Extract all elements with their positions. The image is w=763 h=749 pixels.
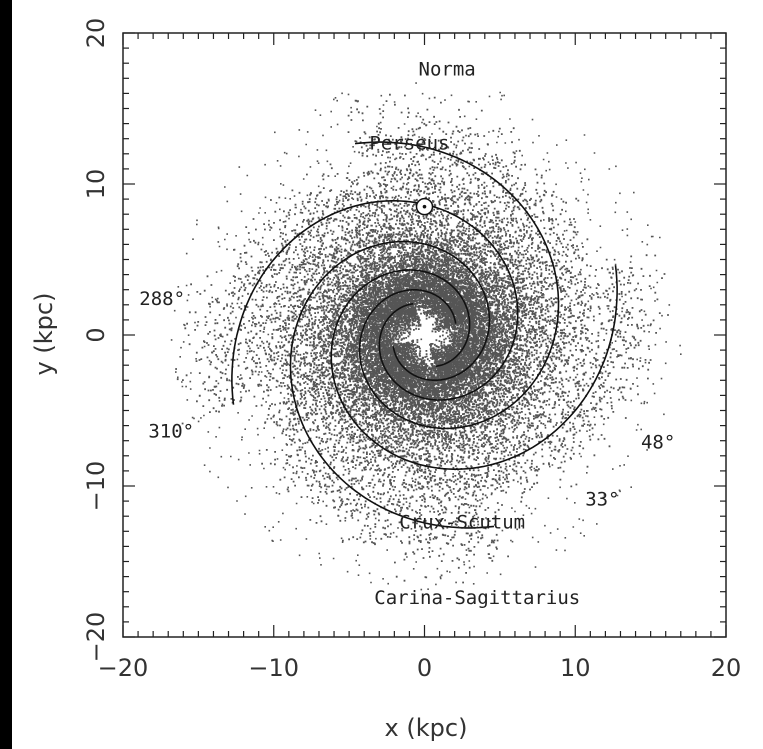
y-tick-label: 0	[82, 327, 110, 342]
sun-marker	[415, 197, 434, 216]
sun-center-dot	[422, 204, 427, 209]
x-tick-label: 20	[711, 654, 742, 682]
x-tick-label: 10	[560, 654, 591, 682]
arm-curve-3	[289, 240, 495, 529]
y-tick-label: −10	[82, 461, 110, 512]
arm-curve-1	[354, 141, 560, 430]
arm-label: Carina-Sagittarius	[374, 587, 580, 609]
y-tick-label: −20	[82, 612, 110, 663]
arm-label: Crux-Scutum	[399, 511, 525, 533]
y-axis-title: y (kpc)	[30, 293, 58, 376]
x-tick-label: 0	[417, 654, 432, 682]
arm-label: Perseus	[369, 132, 449, 154]
x-tick-label: −20	[98, 654, 149, 682]
x-tick-label: −10	[248, 654, 299, 682]
star-density-dots	[170, 82, 682, 591]
axis-tick-labels: −20 −10 0 10 20 −20 −10 0 10 20	[82, 18, 741, 682]
spiral-arm-curves	[231, 141, 618, 529]
axis-ticks	[122, 32, 727, 638]
longitude-label: 288°	[139, 288, 185, 310]
arm-label: Norma	[419, 58, 476, 80]
chart-annotations: Norma Perseus Crux-Scutum Carina-Sagittariu…	[139, 58, 675, 609]
y-tick-label: 20	[82, 18, 110, 49]
longitude-label: 310°	[148, 421, 194, 443]
star-dots-path	[170, 82, 682, 591]
longitude-label: 33°	[585, 489, 619, 511]
longitude-label: 48°	[641, 431, 675, 453]
x-axis-title: x (kpc)	[385, 714, 468, 742]
arm-curve-4	[330, 265, 618, 470]
y-tick-label: 10	[82, 169, 110, 200]
arm-curve-2	[231, 200, 519, 405]
